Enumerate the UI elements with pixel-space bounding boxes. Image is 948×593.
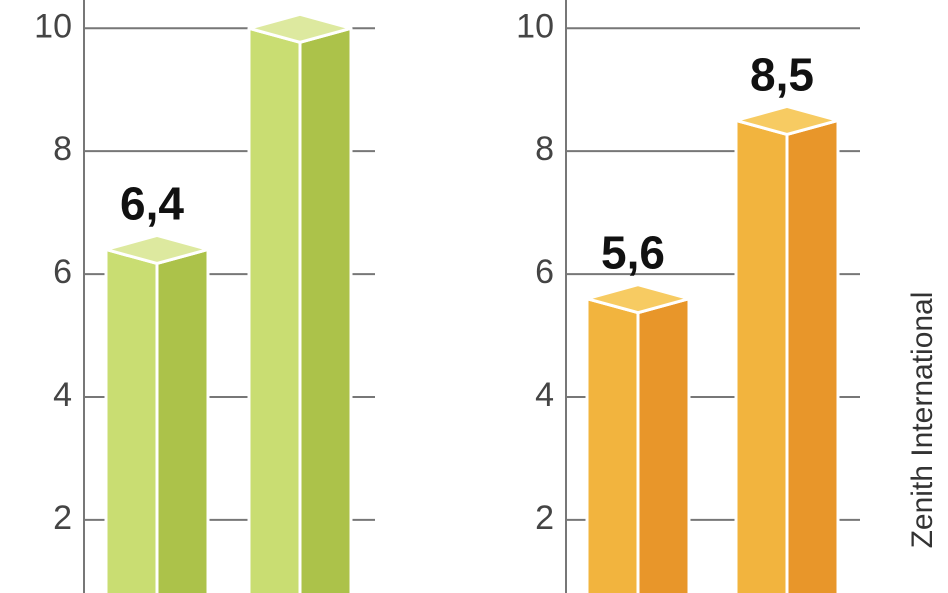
bar-top <box>247 12 353 44</box>
bar-side <box>155 247 210 593</box>
y-tick-label: 6 <box>535 253 554 291</box>
y-tick-label: 4 <box>535 376 554 414</box>
y-tick-label: 2 <box>535 499 554 537</box>
value-label: 6,4 <box>120 177 184 229</box>
bar-side <box>298 26 353 593</box>
bar-top <box>585 283 691 315</box>
bar-front <box>104 247 159 593</box>
bar-front <box>734 118 789 593</box>
bar-top <box>104 233 210 265</box>
y-tick-label: 10 <box>516 7 554 45</box>
bar-side <box>785 118 840 593</box>
y-tick-label: 6 <box>53 253 72 291</box>
value-label: 5,6 <box>601 227 665 279</box>
bar-top <box>734 104 840 136</box>
y-tick-label: 4 <box>53 376 72 414</box>
bar <box>247 12 353 593</box>
bar-front <box>585 297 640 593</box>
bar <box>104 233 210 593</box>
bar-front <box>247 26 302 593</box>
bar <box>585 283 691 593</box>
source: Zenith International <box>906 292 939 549</box>
bar <box>734 104 840 593</box>
y-tick-label: 2 <box>53 499 72 537</box>
y-tick-label: 10 <box>34 7 72 45</box>
y-tick-label: 8 <box>53 130 72 168</box>
bar-side <box>636 297 691 593</box>
y-tick-label: 8 <box>535 130 554 168</box>
value-label: 8,5 <box>750 48 814 100</box>
